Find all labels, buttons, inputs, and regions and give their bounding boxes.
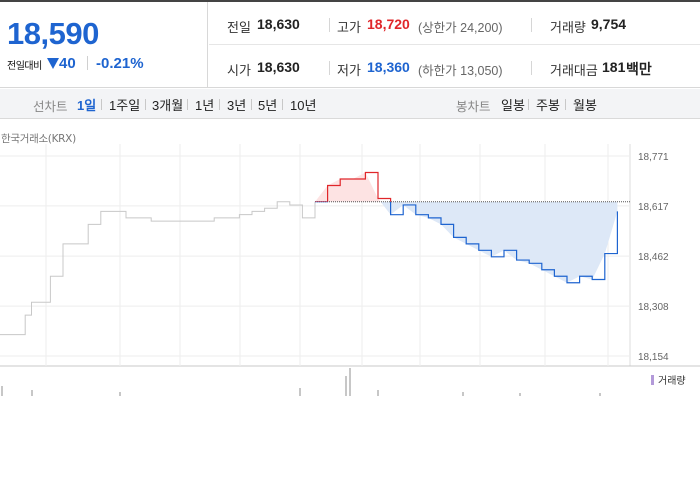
stat-value: 18,630 xyxy=(257,16,300,32)
tab-1-day[interactable]: 1일 xyxy=(77,98,97,113)
y-tick-label: 18,308 xyxy=(638,302,669,313)
change-percent: -0.21% xyxy=(96,55,144,72)
divider xyxy=(282,99,283,110)
divider xyxy=(565,99,566,110)
tab-1-week[interactable]: 1주일 xyxy=(109,98,141,113)
y-tick-label: 18,617 xyxy=(638,202,669,213)
divider xyxy=(531,61,532,75)
divider xyxy=(329,18,330,32)
stat-sub: (하한가 13,050) xyxy=(418,64,503,78)
today-line-up xyxy=(315,171,392,202)
tab-5-years[interactable]: 5년 xyxy=(258,98,278,113)
price-chart[interactable]: 한국거래소(KRX) 18,771 18,617 18,462 18,308 18,15… xyxy=(0,120,700,400)
tab-3-years[interactable]: 3년 xyxy=(227,98,247,113)
stat-value: 18,360 xyxy=(367,59,410,75)
tab-10-years[interactable]: 10년 xyxy=(290,98,317,113)
down-triangle-icon xyxy=(47,58,59,69)
line-chart-label: 선차트 xyxy=(33,100,68,114)
tab-1-year[interactable]: 1년 xyxy=(195,98,215,113)
divider xyxy=(209,44,700,45)
chart-fill xyxy=(315,172,618,283)
stat-label: 거래량 xyxy=(550,20,586,35)
stat-label: 거래대금 xyxy=(550,63,598,78)
stats-panel: 전일 18,630 고가 18,720 (상한가 24,200) 거래량 9,7… xyxy=(209,2,700,88)
y-tick-label: 18,771 xyxy=(638,152,669,163)
divider xyxy=(531,18,532,32)
volume-legend-label: 거래량 xyxy=(658,376,686,387)
divider xyxy=(251,99,252,110)
y-tick-label: 18,462 xyxy=(638,252,669,263)
stat-value: 18,630 xyxy=(257,59,300,75)
chart-period-bar: 선차트 1일 1주일 3개월 1년 3년 5년 10년 봉차트 일봉 주봉 월봉 xyxy=(0,89,700,119)
stat-label: 시가 xyxy=(227,63,251,78)
volume-legend: 거래량 xyxy=(651,372,686,387)
stat-label: 전일 xyxy=(227,20,251,35)
area-above-baseline xyxy=(315,172,618,202)
chart-lines xyxy=(0,171,630,336)
stat-label: 저가 xyxy=(337,63,361,78)
stat-sub: (상한가 24,200) xyxy=(418,21,503,35)
stat-label: 고가 xyxy=(337,20,361,35)
y-axis: 18,771 18,617 18,462 18,308 18,154 xyxy=(638,152,669,363)
quote-header: 18,590 전일대비 40 -0.21% 전일 18,630 고가 18,72… xyxy=(0,0,700,88)
tab-monthly-candle[interactable]: 월봉 xyxy=(573,98,597,113)
change-amount: 40 xyxy=(59,55,76,72)
stat-value: 18,720 xyxy=(367,16,410,32)
divider xyxy=(145,99,146,110)
tab-weekly-candle[interactable]: 주봉 xyxy=(536,98,560,113)
divider xyxy=(528,99,529,110)
tab-3-months[interactable]: 3개월 xyxy=(152,98,184,113)
divider xyxy=(101,99,102,110)
area-below-baseline xyxy=(380,201,618,283)
change-label: 전일대비 xyxy=(7,61,42,72)
divider xyxy=(87,56,88,70)
today-line-down xyxy=(315,201,618,284)
prev-days-line xyxy=(0,201,316,336)
current-price: 18,590 xyxy=(7,16,99,51)
tab-daily-candle[interactable]: 일봉 xyxy=(501,98,525,113)
volume-bars xyxy=(1,368,601,396)
candle-chart-label: 봉차트 xyxy=(456,100,491,114)
divider xyxy=(187,99,188,110)
y-tick-label: 18,154 xyxy=(638,352,669,363)
chart-source-label: 한국거래소(KRX) xyxy=(1,133,76,145)
stat-unit: 백만 xyxy=(626,61,652,77)
divider xyxy=(329,61,330,75)
volume-legend-swatch xyxy=(651,375,654,385)
stat-value: 181 xyxy=(602,59,626,75)
price-box: 18,590 전일대비 40 -0.21% xyxy=(0,2,208,88)
stat-value: 9,754 xyxy=(591,16,627,32)
divider xyxy=(219,99,220,110)
chart-canvas: 18,771 18,617 18,462 18,308 18,154 xyxy=(0,144,700,396)
